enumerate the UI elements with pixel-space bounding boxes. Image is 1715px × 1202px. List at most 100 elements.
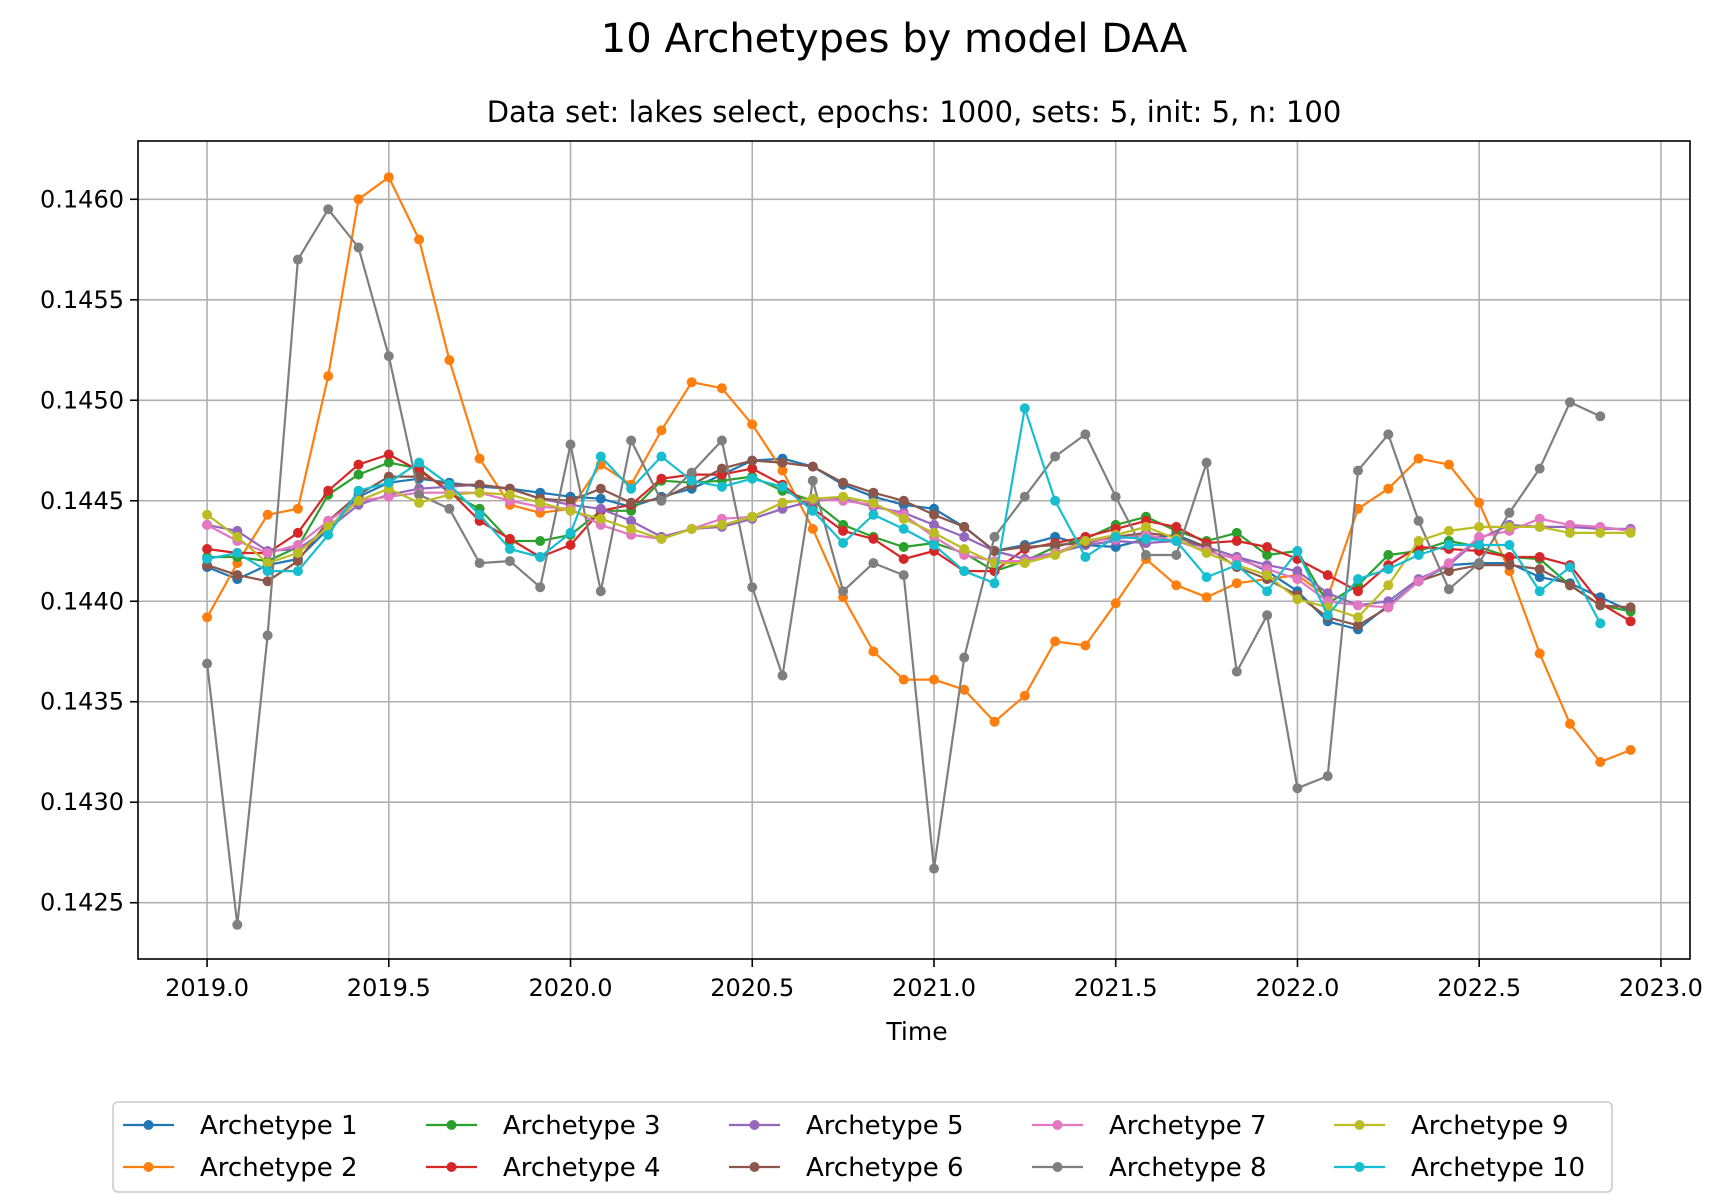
data-point <box>929 509 939 520</box>
data-point <box>202 554 213 564</box>
chart-title: 10 Archetypes by model DAA <box>601 16 1188 62</box>
legend-item[interactable]: Archetype 7 <box>1032 1111 1267 1141</box>
data-point <box>1413 536 1424 546</box>
data-point <box>565 505 576 516</box>
data-point <box>1504 540 1515 550</box>
data-point <box>989 531 1000 542</box>
data-point <box>898 554 909 564</box>
data-point <box>1080 640 1091 651</box>
data-point <box>595 451 606 462</box>
legend-item[interactable]: Archetype 3 <box>426 1111 661 1141</box>
data-point <box>1262 586 1273 597</box>
data-point <box>202 519 213 530</box>
y-tick-label: 0.1430 <box>40 788 124 816</box>
plot-frame <box>137 140 1691 960</box>
data-point <box>535 552 546 562</box>
data-point <box>747 582 758 593</box>
data-point <box>1565 397 1575 408</box>
data-point <box>202 658 213 669</box>
legend-item[interactable]: Archetype 10 <box>1334 1153 1585 1183</box>
data-point <box>1534 586 1545 597</box>
data-point <box>323 371 334 382</box>
data-point <box>1080 552 1091 562</box>
data-point <box>595 503 606 514</box>
data-point <box>1292 574 1303 585</box>
chart-subtitle: Data set: lakes select, epochs: 1000, se… <box>487 95 1342 129</box>
legend[interactable]: Archetype 1 Archetype 2 Archetype 3 Archety… <box>112 1101 1613 1193</box>
x-axis-label: Time <box>885 1017 947 1046</box>
data-point <box>716 463 727 474</box>
data-point <box>1141 521 1151 532</box>
data-point <box>1383 602 1394 613</box>
data-point <box>353 495 364 506</box>
data-point <box>1231 666 1242 677</box>
data-point <box>1383 429 1394 440</box>
legend-item[interactable]: Archetype 8 <box>1032 1153 1267 1183</box>
data-point <box>1534 552 1545 562</box>
data-point <box>686 467 697 478</box>
axis-ticks: 2019.0 2019.5 2020.0 2020.5 2021.0 2021.5 2022… <box>40 185 1703 1002</box>
data-point <box>595 586 606 597</box>
data-point <box>292 556 303 567</box>
data-point <box>898 523 909 534</box>
data-point <box>1504 507 1515 518</box>
data-point <box>353 469 364 480</box>
data-point <box>929 540 939 550</box>
data-point <box>1474 558 1485 569</box>
data-point <box>716 519 727 530</box>
data-point <box>868 558 879 569</box>
data-point <box>1383 550 1394 560</box>
data-point <box>747 455 758 466</box>
data-point <box>292 527 303 538</box>
legend-marker <box>143 1120 154 1130</box>
data-point <box>1443 584 1454 595</box>
data-point <box>1231 536 1242 546</box>
data-point <box>1625 602 1636 613</box>
legend-item[interactable]: Archetype 2 <box>123 1153 358 1183</box>
data-point <box>656 451 667 462</box>
legend-marker <box>1354 1120 1365 1130</box>
data-point <box>929 674 939 685</box>
data-point <box>1565 580 1575 591</box>
data-point <box>232 570 243 581</box>
data-point <box>1141 550 1151 560</box>
y-tick-label: 0.1450 <box>40 386 124 414</box>
data-point <box>474 487 485 498</box>
data-point <box>1201 592 1212 603</box>
data-point <box>868 533 879 544</box>
data-point <box>1565 562 1575 573</box>
data-point <box>1141 533 1151 544</box>
data-point <box>1565 527 1575 538</box>
data-point <box>959 684 970 695</box>
data-point <box>959 566 970 577</box>
data-point <box>1262 550 1273 560</box>
data-point <box>1231 578 1242 589</box>
data-point <box>1353 586 1363 597</box>
data-point <box>807 493 818 504</box>
data-point <box>535 582 546 593</box>
legend-item[interactable]: Archetype 6 <box>729 1153 964 1183</box>
data-point <box>626 497 637 508</box>
legend-item[interactable]: Archetype 5 <box>729 1111 964 1141</box>
data-point <box>262 548 273 558</box>
data-point <box>1080 536 1091 546</box>
legend-marker <box>143 1162 154 1172</box>
legend-item[interactable]: Archetype 1 <box>123 1111 358 1141</box>
data-point <box>595 513 606 524</box>
data-point <box>1322 610 1333 621</box>
data-point <box>1353 574 1363 585</box>
legend-item[interactable]: Archetype 9 <box>1334 1111 1569 1141</box>
legend-marker <box>1052 1120 1063 1130</box>
data-point <box>1171 580 1182 591</box>
data-point <box>504 489 515 500</box>
legend-item[interactable]: Archetype 4 <box>426 1153 661 1183</box>
data-point <box>838 491 849 502</box>
data-point <box>262 630 273 641</box>
data-point <box>595 483 606 494</box>
data-point <box>202 509 213 520</box>
data-point <box>1413 576 1424 587</box>
data-point <box>474 453 485 464</box>
data-point <box>1050 550 1061 560</box>
data-point <box>626 515 637 526</box>
